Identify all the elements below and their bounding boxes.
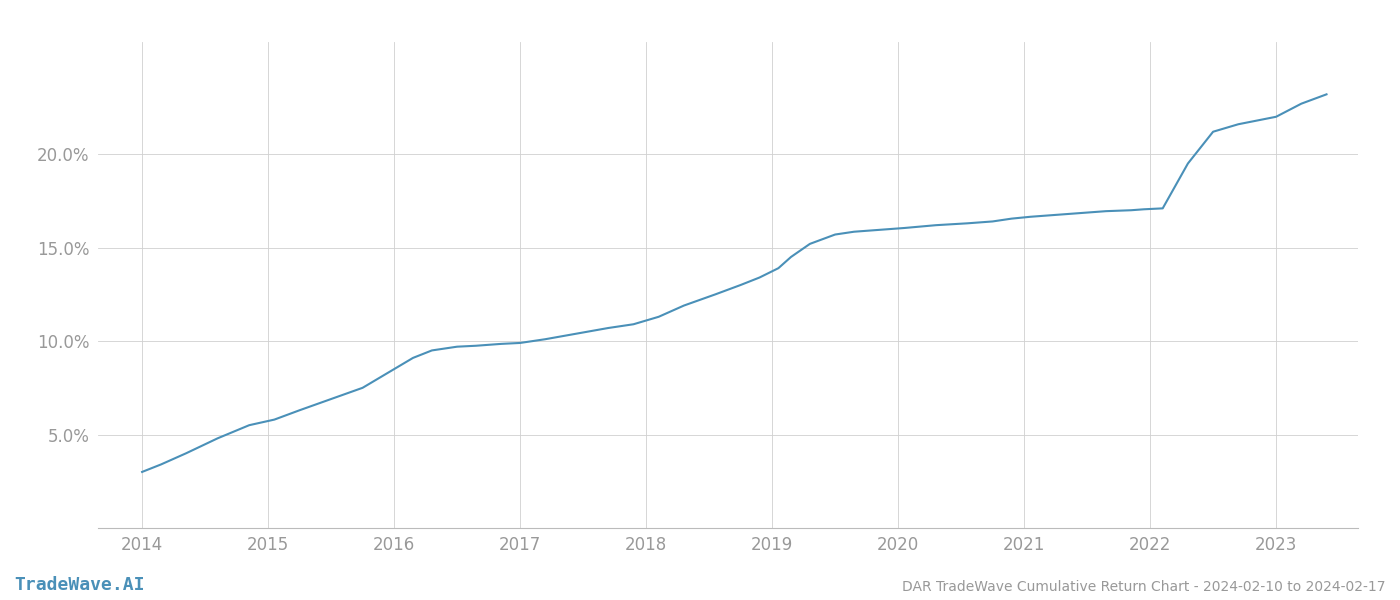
Text: TradeWave.AI: TradeWave.AI	[14, 576, 144, 594]
Text: DAR TradeWave Cumulative Return Chart - 2024-02-10 to 2024-02-17: DAR TradeWave Cumulative Return Chart - …	[903, 580, 1386, 594]
